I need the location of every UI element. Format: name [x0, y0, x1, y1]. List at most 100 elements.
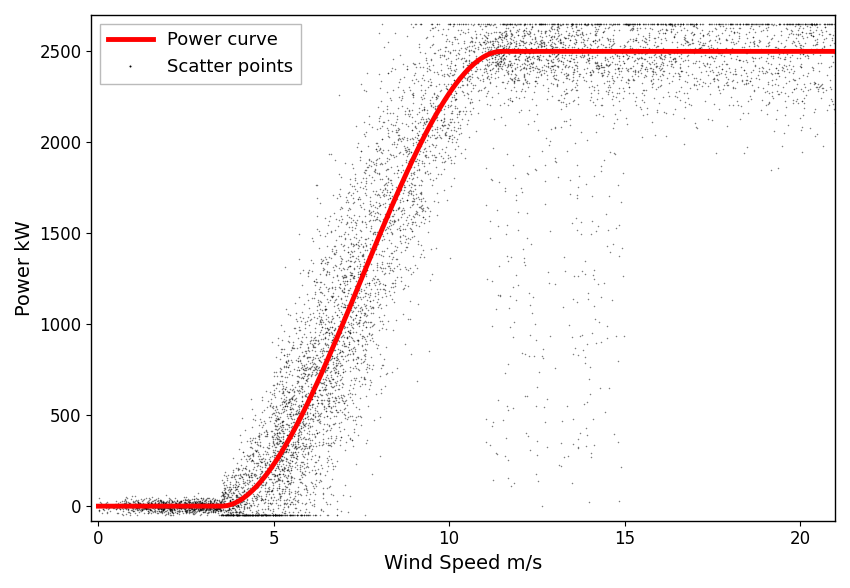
- Point: [514, 46, 528, 55]
- Point: [312, 385, 326, 395]
- Point: [157, 507, 171, 517]
- Point: [360, 163, 374, 172]
- Point: [218, 486, 231, 495]
- Point: [499, 433, 513, 443]
- Point: [730, 78, 744, 87]
- Point: [238, 510, 252, 520]
- Point: [145, 499, 159, 508]
- Point: [421, 169, 434, 178]
- Point: [129, 503, 143, 513]
- Point: [269, 510, 282, 520]
- Point: [648, 19, 661, 29]
- Point: [491, 61, 505, 70]
- Point: [275, 464, 289, 473]
- Point: [471, 73, 484, 82]
- Point: [123, 510, 137, 520]
- Point: [292, 386, 306, 395]
- Point: [267, 452, 280, 462]
- Point: [500, 21, 513, 30]
- Point: [689, 19, 703, 29]
- Point: [576, 38, 590, 47]
- Point: [285, 456, 298, 466]
- Point: [741, 19, 755, 29]
- Point: [203, 502, 217, 511]
- Point: [256, 449, 269, 459]
- Point: [654, 72, 667, 81]
- Point: [246, 510, 259, 520]
- Point: [227, 487, 241, 496]
- Point: [277, 500, 291, 509]
- Point: [320, 390, 334, 400]
- Point: [284, 466, 298, 475]
- Point: [218, 483, 231, 493]
- Point: [531, 65, 545, 74]
- Point: [467, 103, 480, 113]
- Point: [196, 502, 210, 512]
- Point: [530, 109, 544, 119]
- Point: [181, 496, 195, 505]
- Point: [405, 148, 418, 157]
- Point: [183, 506, 196, 515]
- Point: [373, 349, 387, 359]
- Point: [310, 395, 324, 405]
- Point: [621, 19, 635, 29]
- Point: [346, 415, 360, 425]
- Point: [656, 92, 670, 102]
- Point: [292, 437, 305, 446]
- Point: [666, 45, 679, 55]
- Point: [415, 85, 428, 95]
- Point: [203, 496, 217, 506]
- Point: [184, 507, 197, 516]
- Point: [547, 33, 561, 42]
- Point: [577, 35, 591, 45]
- Point: [365, 317, 378, 326]
- Point: [215, 490, 229, 500]
- Point: [574, 45, 587, 54]
- Point: [745, 19, 758, 29]
- Point: [238, 510, 252, 520]
- Point: [797, 99, 811, 108]
- Point: [139, 503, 152, 513]
- Point: [538, 48, 552, 57]
- Point: [457, 91, 471, 100]
- Point: [607, 25, 620, 35]
- Point: [379, 172, 393, 181]
- Point: [534, 19, 547, 29]
- Point: [212, 495, 226, 505]
- Point: [298, 470, 312, 479]
- Point: [612, 96, 626, 106]
- Point: [142, 507, 156, 516]
- Point: [639, 38, 653, 47]
- Point: [286, 450, 299, 459]
- Point: [276, 485, 290, 494]
- Point: [305, 266, 319, 275]
- Point: [549, 75, 563, 84]
- Point: [255, 466, 269, 476]
- Point: [790, 41, 803, 51]
- Point: [369, 215, 382, 225]
- Point: [394, 238, 408, 248]
- Point: [496, 55, 510, 64]
- Point: [343, 328, 357, 337]
- Point: [358, 310, 371, 319]
- Point: [445, 56, 458, 66]
- Point: [477, 19, 490, 29]
- Point: [263, 482, 276, 492]
- Point: [382, 132, 395, 141]
- Point: [294, 359, 308, 368]
- Point: [154, 497, 167, 506]
- Point: [383, 93, 397, 102]
- Point: [100, 508, 114, 517]
- Point: [541, 83, 555, 93]
- Point: [509, 36, 523, 46]
- Point: [540, 74, 553, 83]
- Point: [300, 399, 314, 409]
- Point: [326, 329, 339, 338]
- Point: [283, 404, 297, 413]
- Point: [467, 40, 480, 49]
- Point: [151, 502, 165, 511]
- Point: [316, 346, 330, 355]
- Point: [286, 338, 300, 347]
- Point: [230, 492, 244, 502]
- Point: [437, 51, 451, 61]
